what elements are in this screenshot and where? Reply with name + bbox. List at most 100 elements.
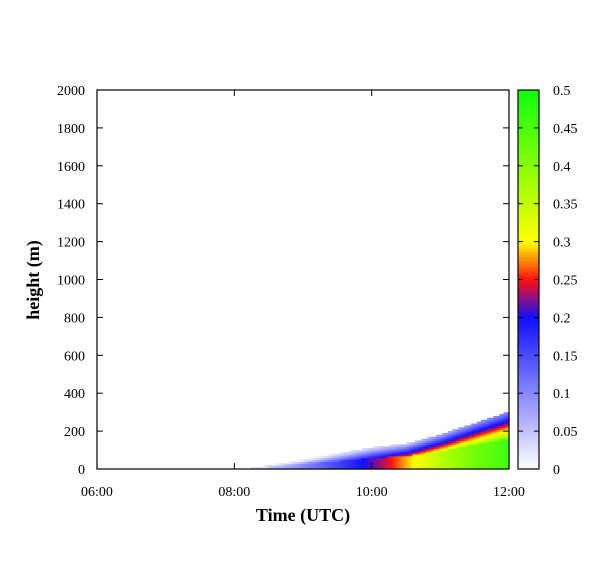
heatmap-cell [400,448,404,451]
heatmap-cell [423,448,426,451]
heatmap-cell [416,463,420,466]
heatmap-cell [400,444,404,447]
heatmap-cell [410,451,414,455]
heatmap-cell [414,461,418,464]
heatmap-cell [419,450,422,453]
heatmap-cell [468,431,472,434]
heatmap-cell [353,465,356,468]
heatmap-cell [367,453,371,457]
heatmap-cell [482,423,486,427]
heatmap-cell [456,429,459,432]
heatmap-cell [355,467,358,470]
heatmap-cell [460,453,463,457]
heatmap-cell [384,455,387,459]
heatmap-cell [462,446,465,449]
heatmap-cell [460,465,463,468]
heatmap-cell [480,448,484,451]
heatmap-cell [379,467,383,470]
heatmap-cell [388,457,391,461]
heatmap-cell [400,450,404,453]
heatmap-cell [484,433,488,436]
heatmap-cell [320,457,323,461]
heatmap-cell [340,453,344,457]
heatmap-cell [476,448,480,451]
heatmap-cell [476,429,480,432]
heatmap-cell [408,444,412,447]
heatmap-cell [482,465,486,468]
heatmap-cell [503,421,507,425]
heatmap-cell [449,431,453,434]
heatmap-cell [332,455,336,459]
heatmap-cell [346,459,350,463]
heatmap-cell [491,451,494,455]
heatmap-cell [470,434,474,438]
heatmap-cell [326,457,330,461]
heatmap-cell [414,465,418,468]
heatmap-cell [338,465,342,468]
heatmap-cell [425,438,428,442]
colorbar-segment [518,210,539,214]
colorbar-segment [518,247,539,252]
heatmap-cell [303,459,307,463]
heatmap-cell [505,425,509,428]
heatmap-cell [452,448,455,451]
heatmap-cell [429,446,433,449]
heatmap-cell [353,459,356,463]
heatmap-cell [410,446,414,449]
heatmap-cell [328,465,332,468]
heatmap-cell [371,451,375,455]
heatmap-cell [435,448,439,451]
heatmap-cell [456,451,459,455]
heatmap-cell [427,444,430,447]
heatmap-cell [439,459,443,463]
heatmap-cell [346,455,350,459]
heatmap-cell [437,467,441,470]
heatmap-cell [458,455,461,459]
heatmap-cell [353,451,356,455]
heatmap-cell [493,425,496,428]
heatmap-cell [313,457,317,461]
heatmap-cell [379,461,383,464]
colorbar-segment [518,361,539,366]
heatmap-cell [425,465,428,468]
heatmap-cell [359,459,362,463]
heatmap-cell [505,433,509,436]
heatmap-cell [452,453,455,457]
heatmap-cell [311,461,315,464]
heatmap-cell [425,467,428,470]
heatmap-cell [505,438,509,442]
heatmap-cell [264,465,268,468]
heatmap-cell [464,433,468,436]
heatmap-cell [497,415,500,419]
heatmap-cell [449,440,453,444]
heatmap-cell [460,450,463,453]
heatmap-cell [340,463,344,466]
heatmap-cell [359,451,362,455]
heatmap-cell [489,429,492,432]
heatmap-cell [447,465,451,468]
heatmap-cell [468,440,472,444]
heatmap-cell [437,461,441,464]
heatmap-cell [435,434,439,438]
colorbar-segment [518,200,539,205]
heatmap-cell [439,438,443,442]
heatmap-cell [501,455,505,459]
heatmap-cell [320,463,323,466]
heatmap-cell [491,434,494,438]
heatmap-cell [482,436,486,440]
heatmap-cell [334,453,338,457]
heatmap-cell [472,425,476,428]
heatmap-cell [421,451,424,455]
heatmap-cell [363,455,367,459]
heatmap-cell [373,451,377,455]
heatmap-cell [472,431,476,434]
heatmap-cell [460,457,463,461]
heatmap-cell [423,459,426,463]
heatmap-cell [318,467,321,470]
heatmap-cell [431,438,435,442]
heatmap-cell [501,415,505,419]
heatmap-cell [464,459,468,463]
heatmap-cell [501,446,505,449]
heatmap-cell [503,463,507,466]
heatmap-cell [334,467,338,470]
